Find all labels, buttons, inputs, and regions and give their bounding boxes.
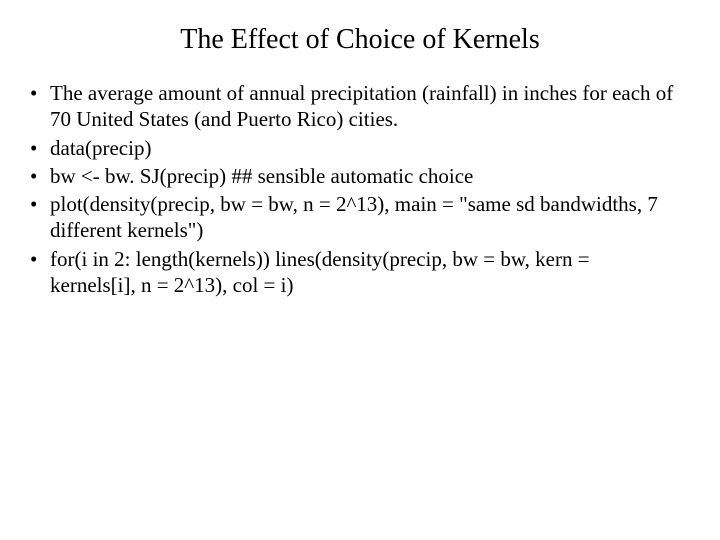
- bullet-text: plot(density(precip, bw = bw, n = 2^13),…: [48, 191, 680, 244]
- list-item: • The average amount of annual precipita…: [30, 80, 680, 133]
- bullet-icon: •: [30, 163, 48, 189]
- list-item: • for(i in 2: length(kernels)) lines(den…: [30, 246, 680, 299]
- bullet-list: • The average amount of annual precipita…: [0, 80, 720, 298]
- bullet-icon: •: [30, 80, 48, 106]
- bullet-icon: •: [30, 135, 48, 161]
- list-item: • plot(density(precip, bw = bw, n = 2^13…: [30, 191, 680, 244]
- slide-title: The Effect of Choice of Kernels: [0, 24, 720, 56]
- bullet-icon: •: [30, 246, 48, 272]
- bullet-text: bw <- bw. SJ(precip) ## sensible automat…: [48, 163, 680, 189]
- bullet-icon: •: [30, 191, 48, 217]
- list-item: • data(precip): [30, 135, 680, 161]
- list-item: • bw <- bw. SJ(precip) ## sensible autom…: [30, 163, 680, 189]
- bullet-text: for(i in 2: length(kernels)) lines(densi…: [48, 246, 680, 299]
- bullet-text: data(precip): [48, 135, 680, 161]
- bullet-text: The average amount of annual precipitati…: [48, 80, 680, 133]
